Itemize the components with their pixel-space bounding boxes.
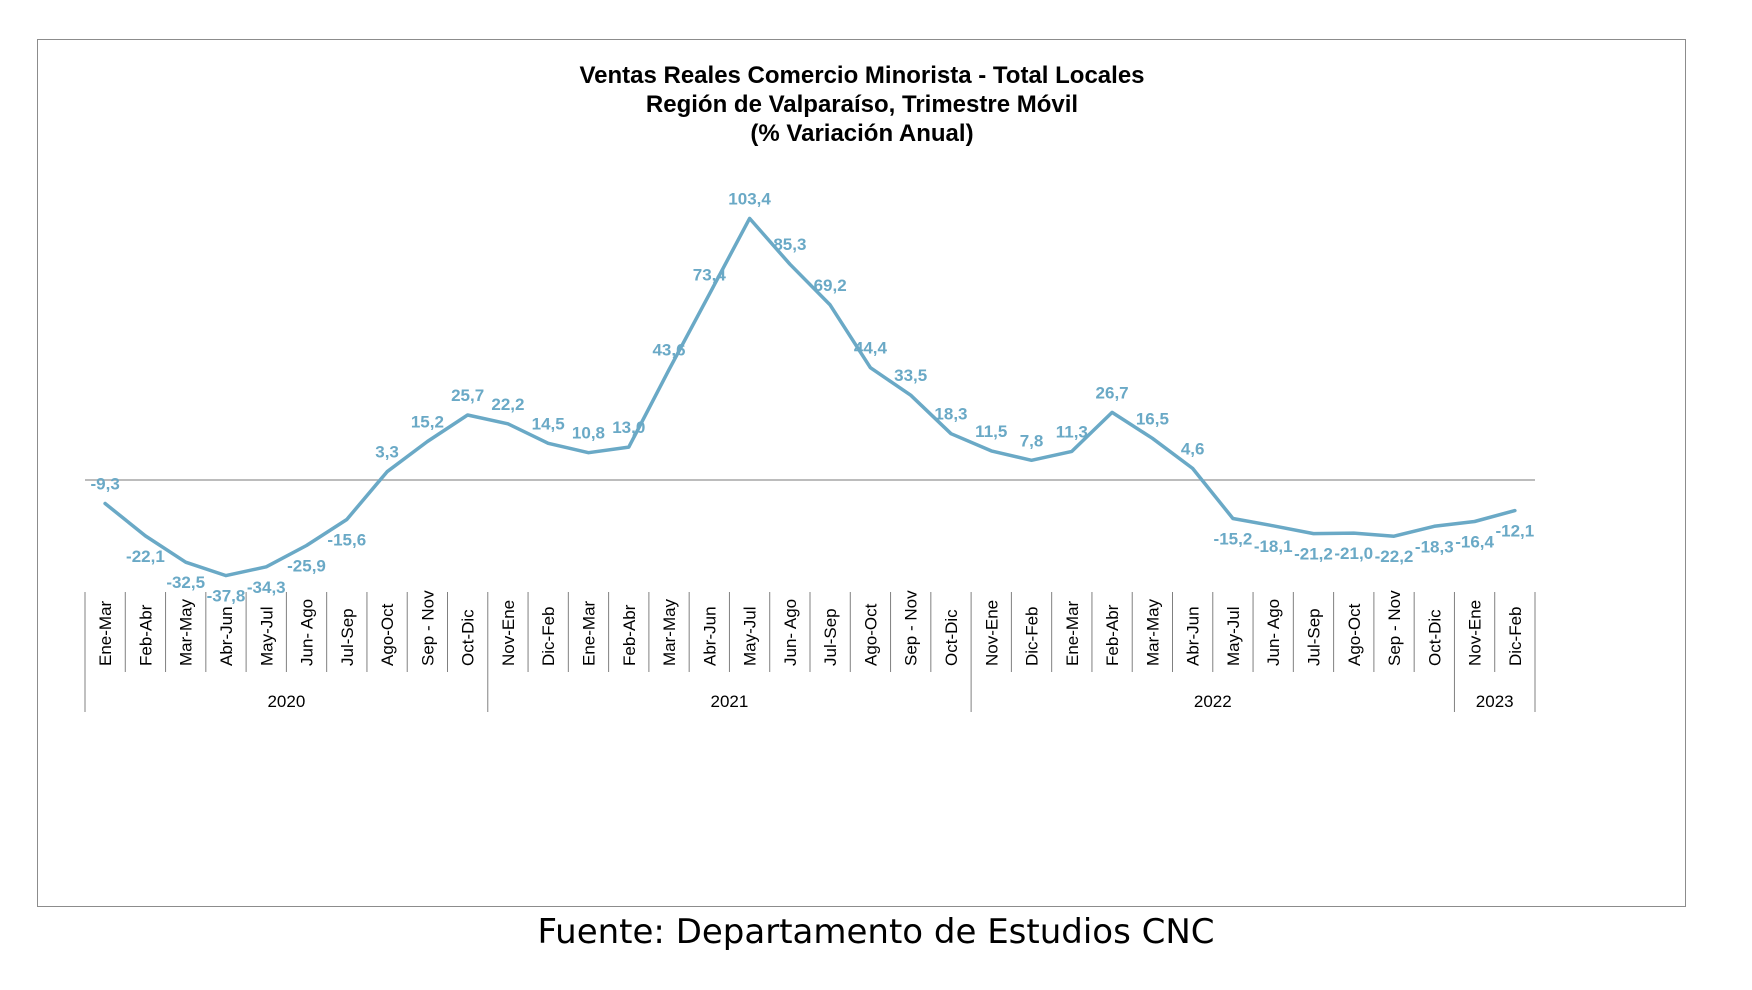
data-label: -34,3 bbox=[247, 578, 286, 597]
x-tick-label: Ene-Mar bbox=[96, 600, 115, 666]
x-tick-label: Ene-Mar bbox=[579, 600, 598, 666]
data-label: 69,2 bbox=[814, 276, 847, 295]
data-label: -21,2 bbox=[1294, 545, 1333, 564]
x-tick-label: Ene-Mar bbox=[1063, 600, 1082, 666]
data-label: 25,7 bbox=[451, 386, 484, 405]
data-label: -15,2 bbox=[1214, 529, 1253, 548]
data-label: 11,3 bbox=[1056, 422, 1088, 441]
x-tick-label: Abr-Jun bbox=[700, 606, 719, 666]
source-note: Fuente: Departamento de Estudios CNC bbox=[537, 912, 1215, 952]
data-label: 14,5 bbox=[532, 414, 565, 433]
line-chart: Ventas Reales Comercio Minorista - Total… bbox=[84, 62, 1536, 712]
data-label: 44,4 bbox=[854, 339, 888, 358]
x-tick-label: Dic-Feb bbox=[539, 606, 558, 666]
series-line bbox=[103, 216, 1517, 578]
data-label: 73,4 bbox=[693, 265, 727, 284]
x-tick-label: Jun- Ago bbox=[1264, 599, 1283, 666]
data-label: 10,8 bbox=[572, 424, 605, 443]
x-tick-label: Dic-Feb bbox=[1023, 606, 1042, 666]
data-label: 11,5 bbox=[975, 422, 1007, 441]
year-label: 2020 bbox=[267, 692, 305, 711]
data-label: 33,5 bbox=[894, 366, 927, 385]
data-label: -18,1 bbox=[1254, 537, 1293, 556]
data-label: 43,6 bbox=[652, 341, 685, 360]
x-tick-label: Abr-Jun bbox=[217, 606, 236, 666]
data-label: -25,9 bbox=[287, 557, 326, 576]
chart-subtitle-2: (% Variación Anual) bbox=[750, 120, 973, 147]
data-label: -22,1 bbox=[126, 547, 165, 566]
data-label: 13,0 bbox=[612, 418, 645, 437]
x-tick-label: Nov-Ene bbox=[982, 600, 1001, 666]
data-label: -15,6 bbox=[327, 530, 366, 549]
x-tick-label: May-Jul bbox=[257, 606, 276, 666]
x-tick-label: Dic-Feb bbox=[1506, 606, 1525, 666]
data-label: 4,6 bbox=[1181, 439, 1205, 458]
data-label: 26,7 bbox=[1096, 383, 1129, 402]
x-tick-label: Sep - Nov bbox=[902, 590, 921, 666]
x-tick-label: May-Jul bbox=[741, 606, 760, 666]
x-tick-label: Sep - Nov bbox=[1385, 590, 1404, 666]
series-layer bbox=[103, 216, 1517, 578]
data-label: -32,5 bbox=[166, 573, 205, 592]
chart-subtitle: Región de Valparaíso, Trimestre Móvil bbox=[646, 91, 1078, 118]
data-label: -9,3 bbox=[90, 475, 119, 494]
x-tick-label: Oct-Dic bbox=[942, 609, 961, 666]
data-label: 18,3 bbox=[934, 405, 967, 424]
data-label: -21,0 bbox=[1334, 544, 1373, 563]
data-label: 3,3 bbox=[375, 443, 399, 462]
data-label: 16,5 bbox=[1136, 409, 1169, 428]
data-label: -12,1 bbox=[1495, 522, 1534, 541]
data-label: 7,8 bbox=[1020, 431, 1044, 450]
year-label: 2021 bbox=[711, 692, 749, 711]
data-label: -18,3 bbox=[1415, 537, 1454, 556]
chart-title: Ventas Reales Comercio Minorista - Total… bbox=[579, 62, 1144, 89]
year-label: 2022 bbox=[1194, 692, 1232, 711]
x-tick-label: Oct-Dic bbox=[1425, 609, 1444, 666]
x-tick-label: Jun- Ago bbox=[298, 599, 317, 666]
chart-frame: Ventas Reales Comercio Minorista - Total… bbox=[37, 39, 1686, 907]
x-tick-label: Mar-May bbox=[660, 598, 679, 666]
x-tick-label: Sep - Nov bbox=[418, 590, 437, 666]
year-label: 2023 bbox=[1476, 692, 1514, 711]
data-label: 15,2 bbox=[411, 413, 444, 432]
axis-layer: Ene-Mar Feb-Abr Mar-May Abr-Jun May-Jul Jun- … bbox=[84, 479, 1536, 712]
x-tick-label: May-Jul bbox=[1224, 606, 1243, 666]
data-label: 103,4 bbox=[728, 189, 771, 208]
x-tick-label: Jul-Sep bbox=[1304, 608, 1323, 666]
x-tick-label: Nov-Ene bbox=[1466, 600, 1485, 666]
x-tick-label: Mar-May bbox=[177, 598, 196, 666]
x-tick-label: Feb-Abr bbox=[136, 604, 155, 666]
x-tick-label: Jun- Ago bbox=[781, 599, 800, 666]
x-tick-label: Ago-Oct bbox=[378, 603, 397, 666]
x-tick-label: Jul-Sep bbox=[338, 608, 357, 666]
data-label: 85,3 bbox=[773, 235, 806, 254]
x-tick-label: Feb-Abr bbox=[1103, 604, 1122, 666]
data-label: -37,8 bbox=[207, 587, 246, 606]
x-tick-label: Mar-May bbox=[1143, 598, 1162, 666]
data-label: -16,4 bbox=[1455, 532, 1494, 551]
x-tick-label: Ago-Oct bbox=[861, 603, 880, 666]
x-tick-label: Feb-Abr bbox=[620, 604, 639, 666]
x-tick-label: Ago-Oct bbox=[1345, 603, 1364, 666]
data-label: 22,2 bbox=[491, 395, 524, 414]
x-tick-label: Jul-Sep bbox=[821, 608, 840, 666]
x-tick-label: Oct-Dic bbox=[459, 609, 478, 666]
x-tick-label: Abr-Jun bbox=[1184, 606, 1203, 666]
data-label-layer: -9,3 -22,1-32,5-37,8 -34,3-25,9-15,6 3,3 15,… bbox=[90, 189, 1534, 605]
x-tick-label: Nov-Ene bbox=[499, 600, 518, 666]
data-label: -22,2 bbox=[1375, 547, 1414, 566]
